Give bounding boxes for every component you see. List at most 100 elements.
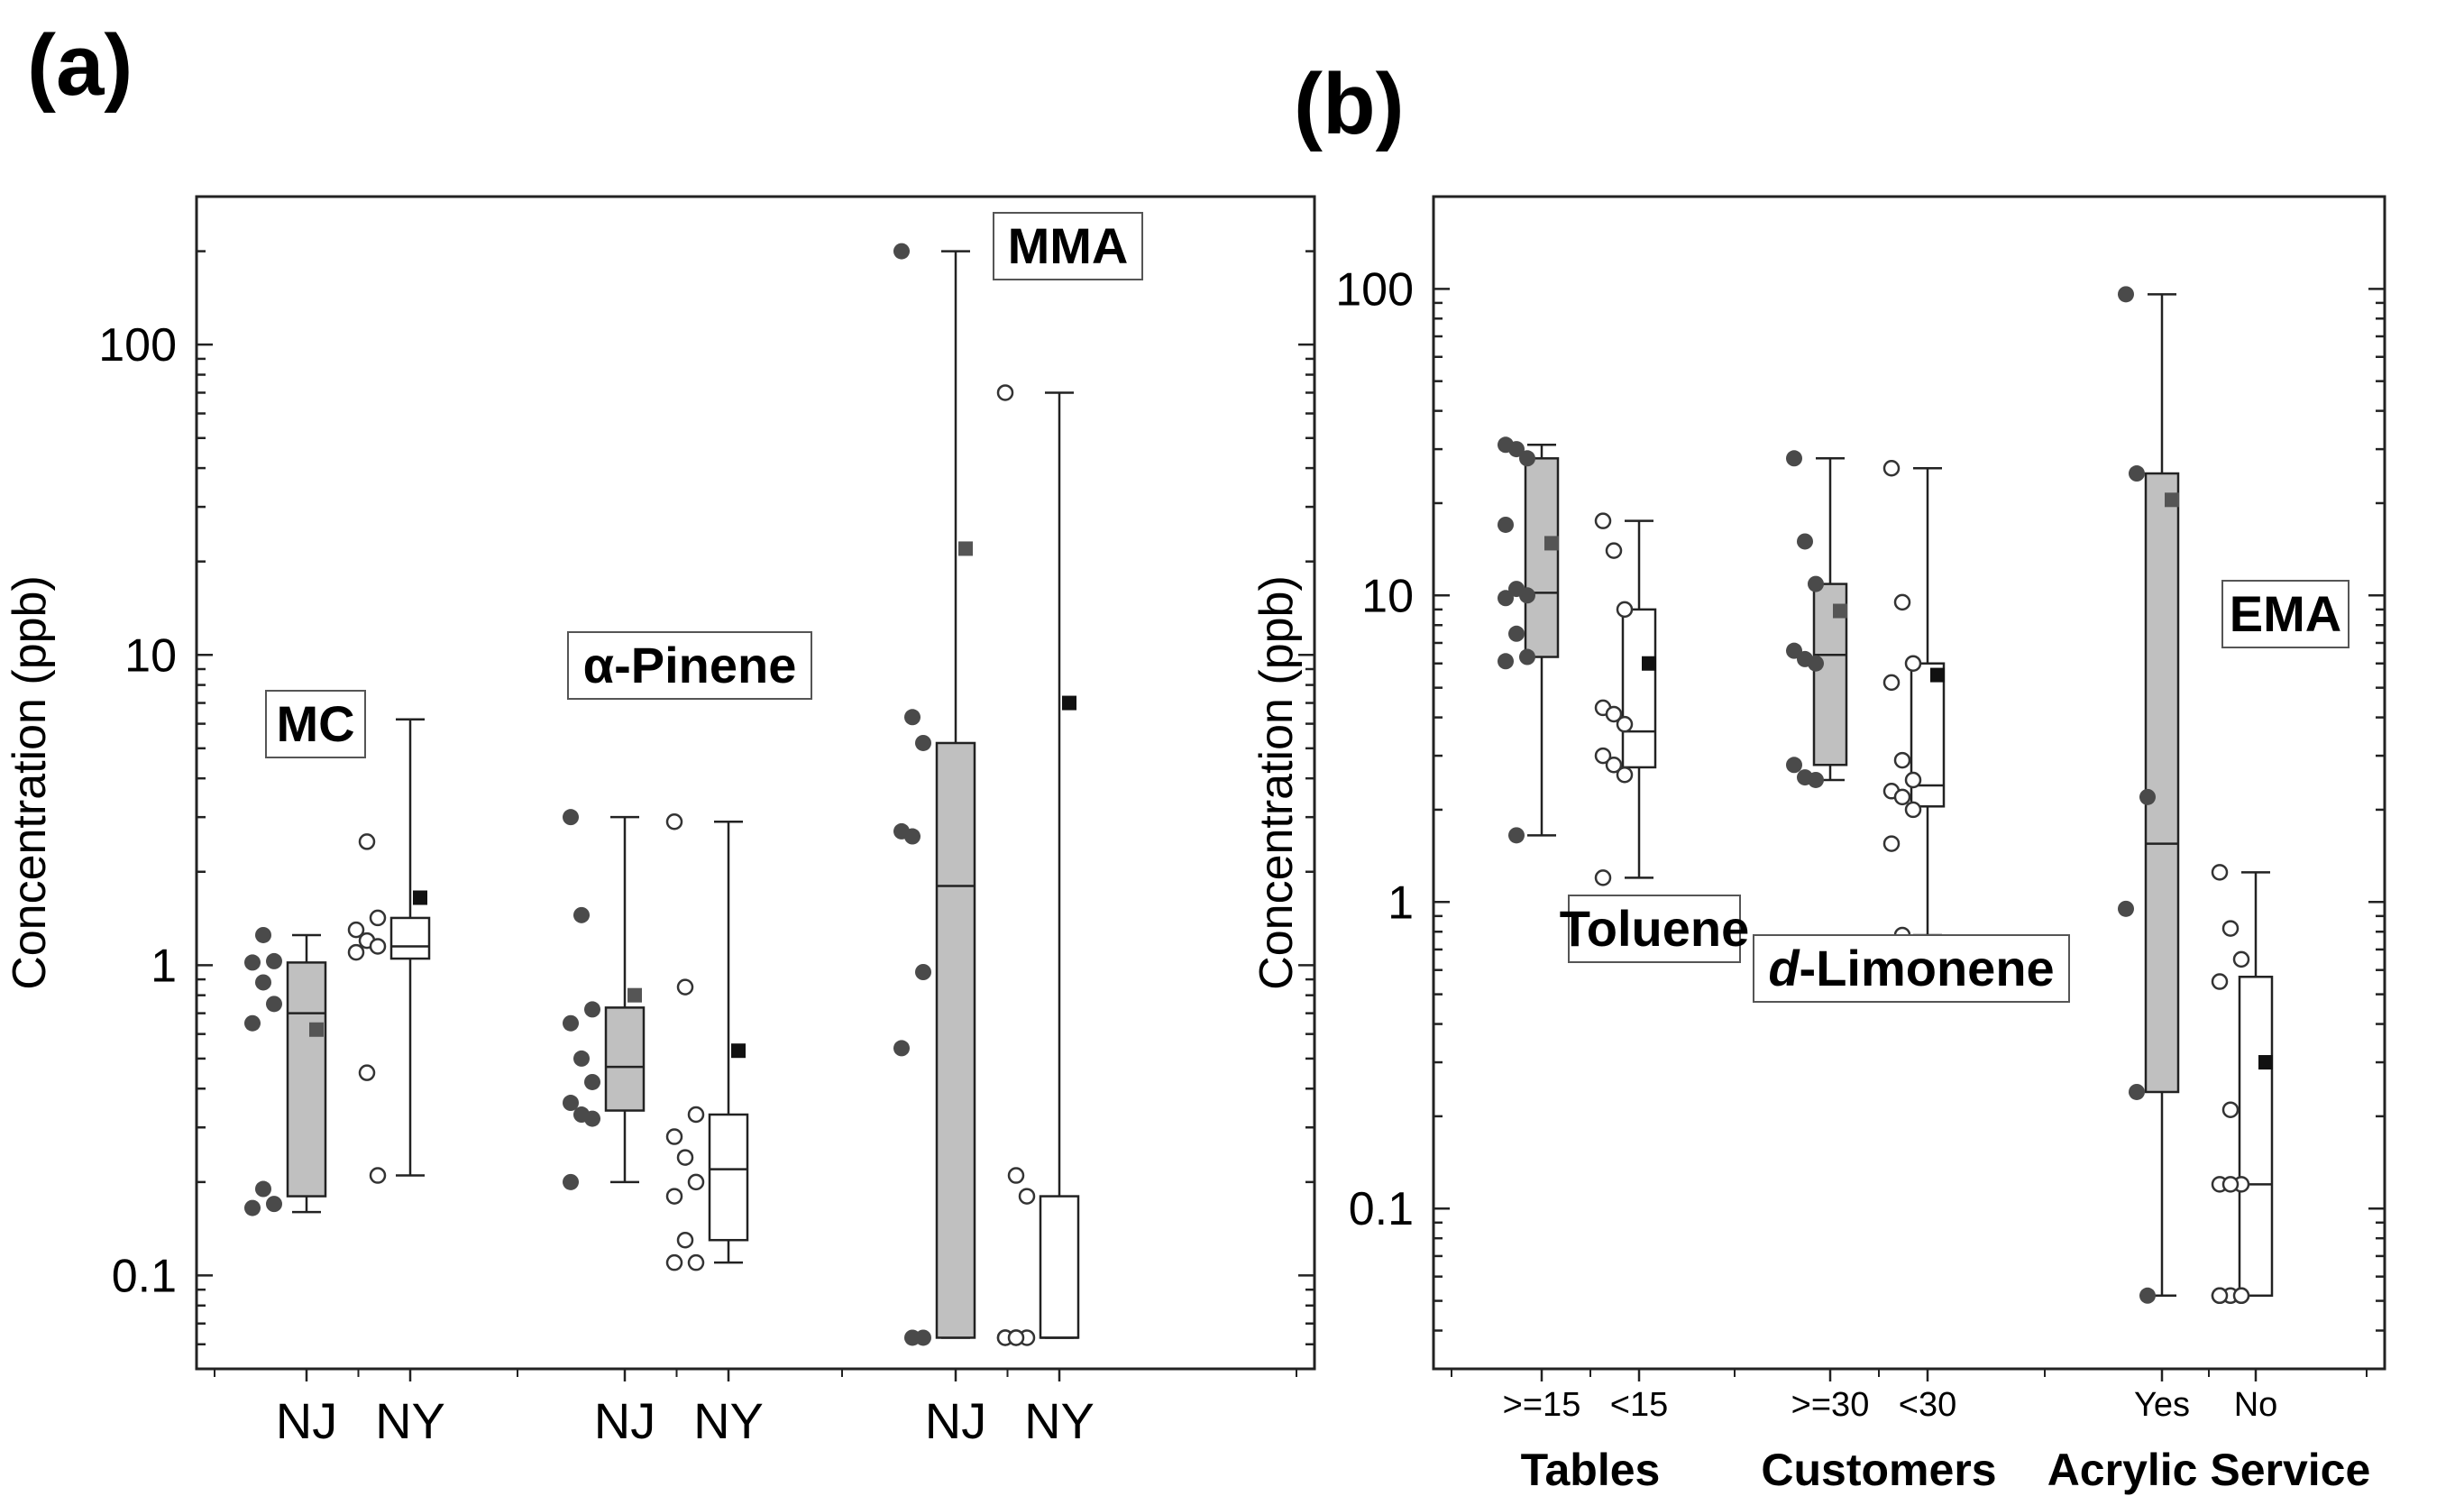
- box-body: [1524, 457, 1560, 658]
- data-point: [1519, 587, 1535, 604]
- data-point: [1616, 715, 1634, 733]
- data-point: [676, 1149, 694, 1166]
- group-axis-label: Customers: [1761, 1445, 1996, 1495]
- data-point: [573, 1050, 590, 1067]
- x-category-label: NY: [1024, 1392, 1095, 1449]
- data-point: [2118, 900, 2134, 917]
- box-body: [389, 916, 431, 960]
- series-label-box: [1753, 934, 2070, 1003]
- x-category-label: >=15: [1503, 1386, 1581, 1424]
- data-point: [915, 964, 931, 981]
- data-point: [1519, 648, 1535, 665]
- mean-marker: [1833, 603, 1847, 619]
- data-point: [266, 996, 282, 1013]
- panel-a-plot: 0.1 1 10 100 Concentration (ppb) NJ NY MC NJ NY α-…: [4, 195, 1316, 1449]
- data-point: [358, 1064, 376, 1081]
- data-point: [2221, 1101, 2240, 1118]
- y-tick-label: 10: [1361, 570, 1414, 622]
- data-point: [1594, 747, 1612, 765]
- data-point: [1498, 590, 1514, 607]
- data-point: [1893, 593, 1911, 611]
- data-point: [584, 1073, 600, 1090]
- mean-marker: [731, 1043, 746, 1059]
- box-body: [1039, 1195, 1080, 1339]
- mean-marker: [2258, 1055, 2273, 1070]
- data-point: [563, 1014, 579, 1032]
- series-label: MMA: [1008, 217, 1129, 274]
- data-point: [1508, 625, 1525, 642]
- data-point: [369, 909, 387, 927]
- data-point: [1018, 1188, 1036, 1205]
- data-point: [2221, 920, 2240, 937]
- data-point: [1508, 441, 1525, 458]
- data-point: [1808, 575, 1824, 592]
- data-point: [2211, 973, 2229, 990]
- data-point: [665, 1253, 683, 1271]
- data-point: [1893, 788, 1911, 806]
- data-point: [665, 1188, 683, 1205]
- data-point: [1498, 653, 1514, 670]
- x-category-label: <30: [1899, 1386, 1956, 1424]
- series-label: d-Limonene: [1768, 940, 2054, 996]
- box-body: [286, 961, 327, 1198]
- data-point: [687, 1106, 705, 1124]
- data-point: [915, 1329, 931, 1346]
- x-category-label: NJ: [925, 1392, 986, 1449]
- data-point: [2211, 1287, 2229, 1305]
- data-point: [1007, 1329, 1025, 1346]
- mean-marker: [958, 541, 973, 556]
- x-category-label: >=30: [1791, 1386, 1870, 1424]
- y-tick-label: 100: [98, 319, 177, 372]
- data-point: [2232, 1287, 2250, 1305]
- data-point: [1594, 512, 1612, 529]
- data-point: [244, 1014, 261, 1032]
- data-point: [255, 926, 271, 943]
- data-point: [687, 1253, 705, 1271]
- data-point: [1808, 655, 1824, 672]
- data-point: [1904, 801, 1922, 819]
- box-body: [1621, 608, 1657, 769]
- data-point: [266, 1196, 282, 1213]
- mean-marker: [1930, 667, 1945, 683]
- data-point: [665, 1128, 683, 1145]
- data-point: [563, 1095, 579, 1112]
- data-point: [1605, 542, 1623, 559]
- data-point: [1882, 674, 1901, 692]
- data-point: [2118, 286, 2134, 303]
- data-point: [255, 1180, 271, 1198]
- panel-b-plot: 0.1 1 10 100 Concentration (ppb) >=15 <15 Tolue…: [1250, 195, 2386, 1495]
- data-point: [1498, 516, 1514, 533]
- data-point: [1904, 655, 1922, 672]
- y-tick-label: 10: [124, 629, 177, 682]
- mean-marker: [627, 987, 642, 1003]
- group-axis-label: Tables: [1521, 1445, 1661, 1495]
- series-label-box: [2221, 580, 2350, 648]
- data-point: [1519, 450, 1535, 467]
- box-body: [708, 1113, 749, 1242]
- series-label-box: [993, 212, 1143, 280]
- y-tick-label: 100: [1335, 263, 1414, 316]
- x-category-label: Yes: [2134, 1386, 2190, 1424]
- data-point: [1882, 835, 1901, 852]
- data-point: [1605, 705, 1623, 723]
- mean-marker: [1544, 536, 1559, 551]
- data-point: [1893, 751, 1911, 769]
- x-category-label: NJ: [276, 1392, 337, 1449]
- series-label-box: [1568, 895, 1741, 963]
- data-point: [2232, 950, 2250, 968]
- series-label: EMA: [2230, 585, 2341, 642]
- data-point: [893, 1040, 910, 1057]
- box-body: [935, 741, 976, 1339]
- data-point: [915, 734, 931, 751]
- data-point: [1808, 771, 1824, 788]
- mean-marker: [1642, 656, 1656, 671]
- x-category-label: NJ: [594, 1392, 655, 1449]
- x-category-label: No: [2234, 1386, 2278, 1424]
- mean-marker: [2165, 492, 2179, 508]
- y-tick-label: 1: [151, 940, 177, 992]
- data-point: [904, 828, 921, 845]
- data-point: [996, 384, 1014, 401]
- data-point: [244, 1199, 261, 1216]
- plot-frame: [195, 195, 1316, 1371]
